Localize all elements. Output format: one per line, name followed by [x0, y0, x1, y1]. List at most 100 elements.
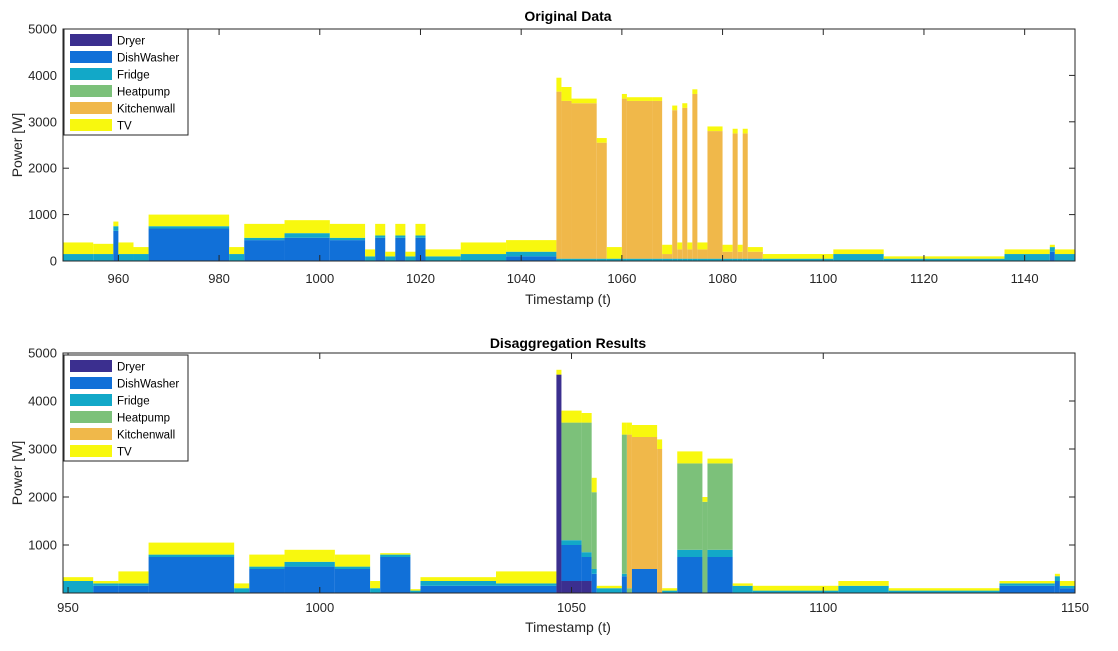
x-tick-label: 1000	[305, 600, 334, 615]
bar-tv-38	[742, 128, 748, 134]
bar-heatpump-24	[702, 501, 708, 593]
legend-label-kitchenwall: Kitchenwall	[117, 104, 175, 116]
bar-tv-12	[496, 571, 557, 584]
bar-tv-3	[118, 242, 134, 255]
bar-fridge-21	[571, 258, 597, 261]
bar-tv-1	[93, 243, 114, 255]
bar-fridge-11	[420, 581, 496, 586]
x-tick-label: 1040	[507, 271, 536, 286]
bar-tv-39	[747, 247, 763, 252]
bar-tv-22	[596, 138, 607, 143]
bar-fridge-44	[1049, 247, 1055, 252]
bar-fridge-14	[561, 540, 582, 545]
bar-dishwasher-18	[506, 256, 557, 261]
bar-dishwasher-13	[395, 237, 406, 261]
x-axis-label: Timestamp (t)	[525, 619, 611, 635]
bar-fridge-17	[460, 254, 507, 261]
bar-tv-32	[692, 89, 698, 94]
legend-swatch-fridge	[70, 394, 112, 406]
legend-swatch-fridge	[70, 68, 112, 80]
bar-dishwasher-20	[631, 569, 658, 593]
legend-label-heatpump: Heatpump	[117, 87, 170, 99]
bar-kitchenwall-28	[672, 110, 678, 259]
y-axis-label: Power [W]	[9, 113, 25, 178]
bar-tv-9	[329, 223, 366, 238]
x-tick-label: 960	[108, 271, 130, 286]
y-ticks: 1000 2000 3000 4000 5000	[28, 346, 1075, 553]
bar-tv-26	[652, 97, 663, 101]
bar-fridge-32	[692, 258, 698, 261]
bar-dishwasher-15	[581, 557, 592, 581]
bar-tv-25	[626, 97, 653, 101]
legend-box	[63, 28, 189, 136]
bar-fridge-18	[506, 251, 557, 257]
x-tick-label: 1080	[708, 271, 737, 286]
bar-fridge-41	[833, 254, 884, 261]
bar-tv-11	[375, 223, 386, 236]
y-tick-label: 0	[50, 254, 57, 269]
bar-dishwasher-6	[284, 566, 335, 593]
bar-dishwasher-5	[249, 569, 285, 593]
legend-swatch-kitchenwall	[70, 102, 112, 114]
stacked-area-marks	[63, 77, 1075, 261]
x-tick-label: 950	[57, 600, 79, 615]
bar-fridge-36	[732, 258, 738, 261]
bar-fridge-30	[999, 583, 1055, 586]
x-tick-label: 1020	[406, 271, 435, 286]
bar-tv-40	[762, 254, 834, 259]
bar-kitchenwall-34	[707, 131, 723, 259]
bar-tv-29	[677, 242, 683, 250]
bar-dishwasher-9	[380, 557, 411, 593]
bar-tv-22	[662, 588, 678, 591]
bar-fridge-31	[1054, 576, 1060, 581]
legend-swatch-heatpump	[70, 85, 112, 97]
bar-tv-18	[506, 240, 557, 252]
y-tick-label: 5000	[28, 22, 57, 37]
bar-fridge-24	[621, 258, 627, 261]
bar-tv-16	[425, 249, 461, 257]
bar-kitchenwall-26	[652, 100, 663, 259]
legend-swatch-tv	[70, 119, 112, 131]
bar-kitchenwall-38	[742, 133, 748, 259]
bar-tv-16	[591, 477, 597, 493]
bar-tv-10	[410, 589, 421, 591]
legend-swatch-dishwasher	[70, 377, 112, 389]
bar-tv-20	[561, 87, 572, 101]
bar-fridge-17	[596, 588, 622, 593]
bar-heatpump-25	[707, 463, 733, 550]
bar-dishwasher-30	[999, 585, 1055, 593]
bar-tv-31	[1054, 573, 1060, 577]
bar-tv-4	[133, 247, 149, 255]
bar-tv-6	[284, 549, 335, 562]
bar-dishwasher-23	[677, 557, 703, 593]
bar-kitchenwall-24	[621, 98, 627, 259]
bar-kitchenwall-31	[687, 249, 693, 259]
legend-swatch-dryer	[70, 34, 112, 46]
bar-fridge-11	[375, 235, 386, 238]
axes-box	[62, 352, 1076, 594]
plot-title: Disaggregation Results	[490, 335, 647, 351]
bar-tv-17	[596, 585, 622, 589]
legend-swatch-tv	[70, 445, 112, 457]
legend-swatch-dryer	[70, 360, 112, 372]
bar-tv-2	[118, 571, 149, 584]
bar-fridge-1	[93, 254, 114, 261]
bar-tv-0	[63, 242, 94, 255]
legend: Dryer DishWasher Fridge Heatpump Kitchenwall…	[63, 28, 189, 136]
bar-tv-8	[370, 581, 381, 589]
bar-kitchenwall-19	[626, 434, 632, 589]
bar-tv-20	[631, 425, 658, 437]
bar-fridge-23	[677, 549, 703, 557]
bar-tv-15	[415, 223, 426, 236]
original-data-plot: Original Data 960 980 1000 1020 1040 1060 1080…	[9, 8, 1076, 307]
bar-fridge-23	[606, 258, 622, 261]
bar-tv-44	[1049, 244, 1055, 248]
bar-fridge-38	[742, 258, 748, 261]
legend-swatch-heatpump	[70, 411, 112, 423]
bar-fridge-25	[707, 549, 733, 557]
bar-kitchenwall-35	[722, 251, 733, 259]
bar-fridge-1	[93, 583, 119, 586]
legend-label-heatpump: Heatpump	[117, 413, 170, 425]
legend-label-dishwasher: DishWasher	[117, 379, 179, 391]
bar-fridge-7	[334, 566, 371, 569]
